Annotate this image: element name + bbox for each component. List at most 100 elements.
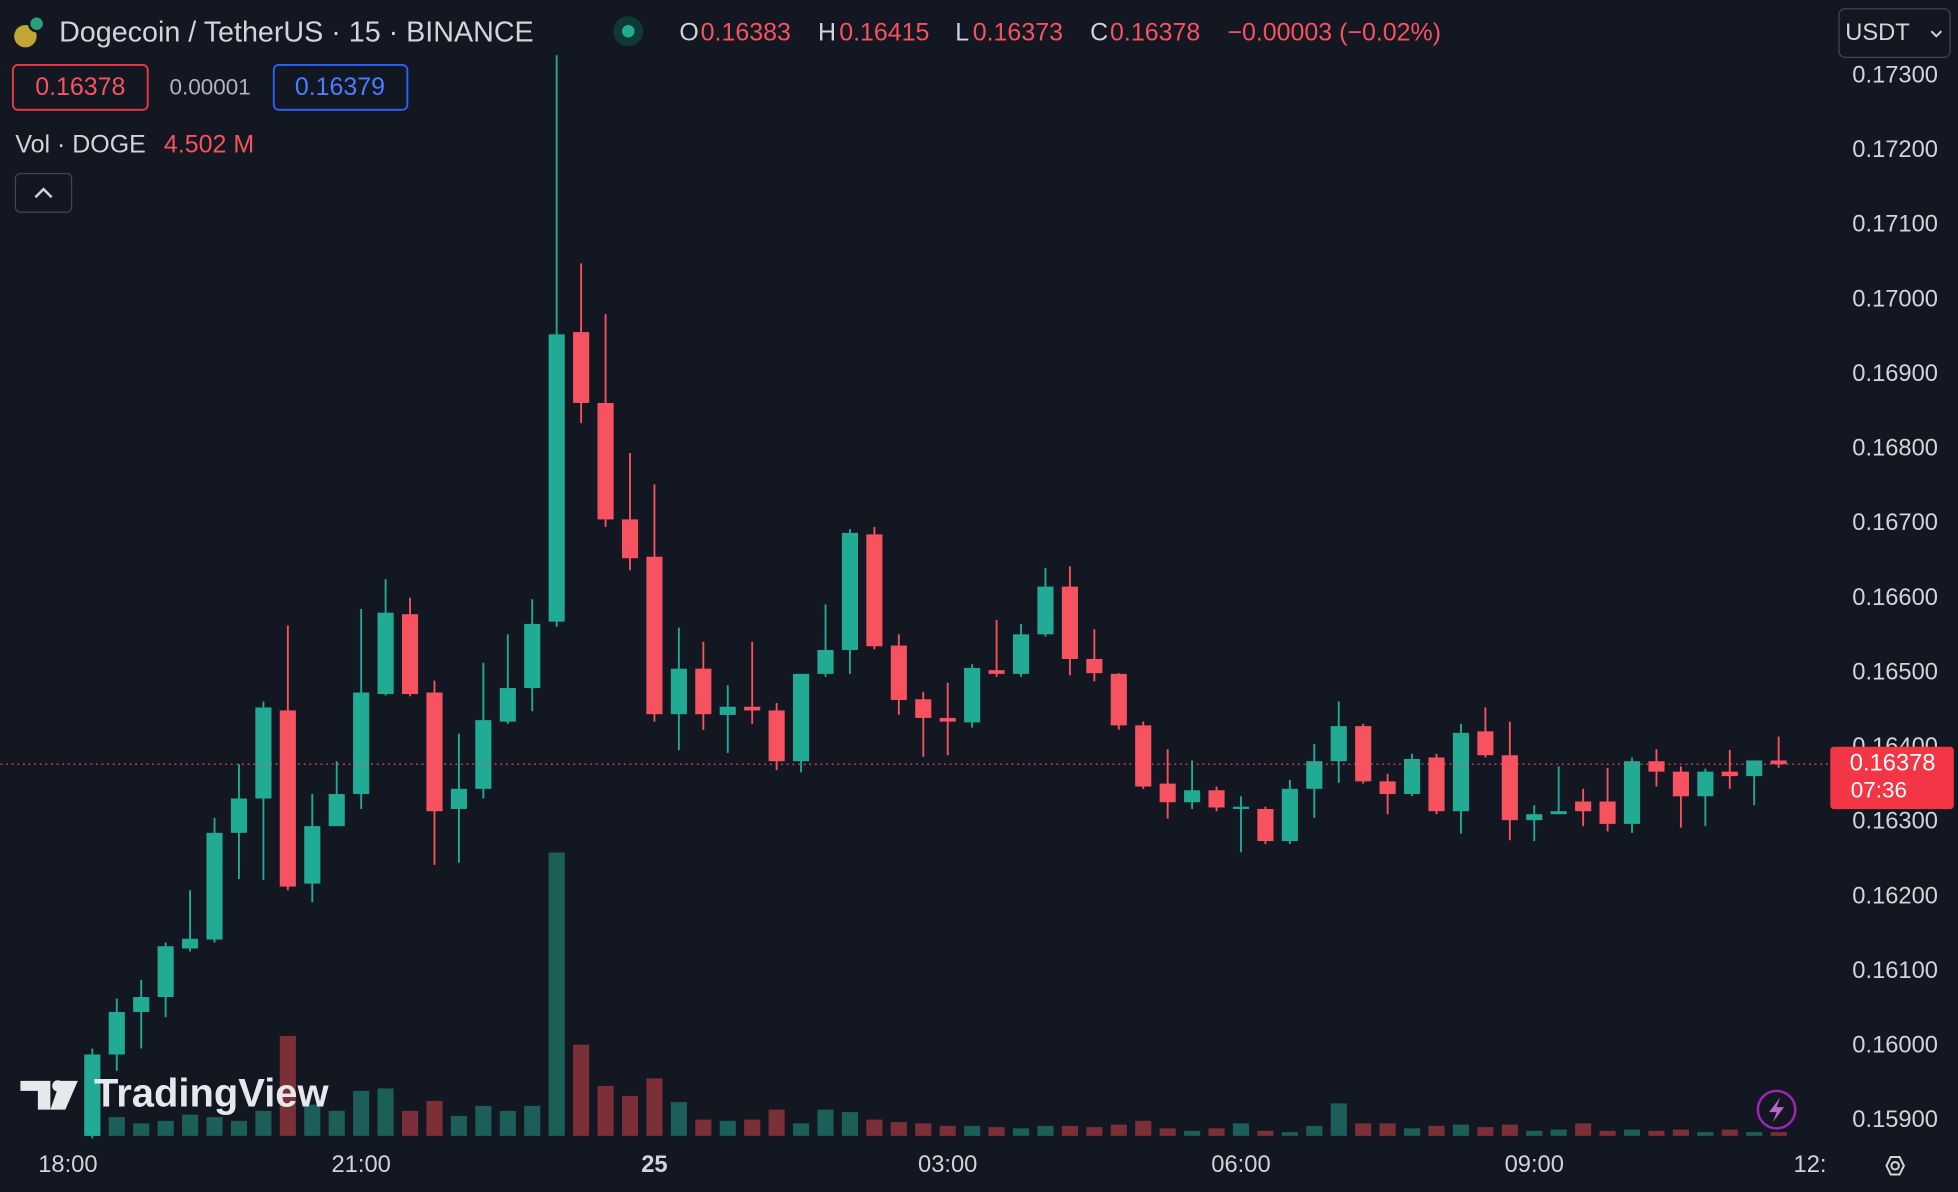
volume-bar [230,1120,248,1136]
candle-body [1012,634,1030,674]
candle-body [475,720,492,789]
candle-body [817,650,834,674]
last-price-label: 0.16378 [1850,750,1936,776]
candle-body [1330,726,1347,762]
candle-body [230,798,248,833]
y-tick-label: 0.16700 [1852,510,1938,536]
settings-icon-center [1890,1161,1900,1171]
candle-body [108,1011,125,1055]
y-tick-label: 0.17200 [1852,137,1938,163]
overlay: Dogecoin / TetherUS · 15 · BINANCE O 0.1… [11,14,1797,1130]
volume-bar [1623,1129,1641,1136]
volume-bar [206,1117,223,1136]
candle-body [255,707,272,799]
candle-body [377,612,394,695]
alert-icon [1769,1097,1785,1123]
candle-body [768,710,785,762]
candle-body [1379,781,1396,795]
candle-body [1037,586,1054,635]
bar-countdown: 07:36 [1851,778,1907,803]
volume-bar [1012,1128,1030,1136]
volume-bar [1428,1125,1445,1136]
volume-bar [255,1110,272,1136]
spread: 0.00001 [170,75,251,100]
candle-body [1184,790,1201,803]
volume-bar [841,1112,859,1136]
volume-bar [426,1100,443,1136]
candle-body [1477,731,1494,756]
candle-body [646,556,663,715]
candle-body [1550,811,1567,815]
ohlc-letter: L [955,18,969,46]
candle-body [206,832,223,940]
volume-bar [1110,1124,1127,1136]
volume-bar [279,1035,296,1136]
settings-icon[interactable] [1885,1156,1906,1176]
buy-button[interactable] [272,63,409,111]
candle-body [793,673,810,762]
volume-bar [695,1119,712,1136]
currency-label: USDT [1845,20,1910,46]
candle-body [1403,758,1421,795]
y-tick-label: 0.17100 [1852,212,1938,238]
candle-body [426,692,443,812]
candle-body [1232,806,1250,809]
volume-bar [1599,1130,1616,1136]
volume-bar [1550,1129,1567,1136]
sell-button[interactable] [11,63,149,111]
price-axis-background [1829,0,1958,1192]
candle-body [1452,732,1470,812]
y-tick-label: 0.16500 [1852,659,1938,685]
candle-body [133,997,150,1012]
volume-bar [377,1088,394,1136]
volume-bar [1403,1128,1421,1136]
volume-bar [646,1078,663,1136]
volume-legend-value: 4.502 M [164,131,254,159]
volume-bar [573,1044,590,1136]
x-tick-label: 12: [1794,1152,1827,1178]
candle-body [1061,586,1078,659]
candle-body [1623,761,1641,824]
volume-bar [964,1125,981,1136]
symbol-title: Dogecoin / TetherUS · 15 · BINANCE [59,16,534,48]
candle-body [1306,761,1323,789]
volume-bar [1086,1127,1103,1136]
candle-body [1355,726,1372,782]
market-status-dot[interactable] [622,24,635,38]
volume-bar [744,1119,761,1136]
candle-body [1599,801,1616,824]
volume-bar [597,1085,614,1136]
candle-body [279,710,296,887]
ohlc-letter: O [679,18,698,46]
ohlc-value: 0.16373 [973,18,1063,46]
currency-selector[interactable] [1838,8,1951,59]
ohlc-letter: H [818,18,836,46]
volume-bar [1037,1125,1054,1136]
candle-body [1086,658,1103,674]
x-tick-label: 25 [641,1152,667,1178]
collapse-button[interactable] [14,172,73,213]
watermark-logo [20,1080,78,1110]
candle-body [1257,808,1274,842]
candle-body [1770,760,1787,765]
candle-body [1746,760,1763,777]
volume-bar [1061,1125,1078,1136]
ask-price: 0.16379 [295,73,385,101]
candle-body [597,402,614,520]
plot-area [0,55,1830,1139]
candle-body [1281,788,1298,842]
x-tick-label: 09:00 [1505,1152,1564,1178]
volume-bar [157,1120,174,1136]
watermark-logo-dot [52,1080,64,1092]
volume-bar [915,1123,932,1136]
volume-bar [1648,1130,1665,1136]
candle-body [939,717,956,722]
ohlc-value: 0.16415 [839,18,929,46]
x-tick-label: 06:00 [1211,1152,1270,1178]
candle-body [866,534,883,647]
y-tick-label: 0.15900 [1852,1107,1938,1133]
change-value: −0.00003 (−0.02%) [1227,18,1441,46]
bid-price: 0.16378 [35,73,125,101]
candle-body [744,706,761,711]
